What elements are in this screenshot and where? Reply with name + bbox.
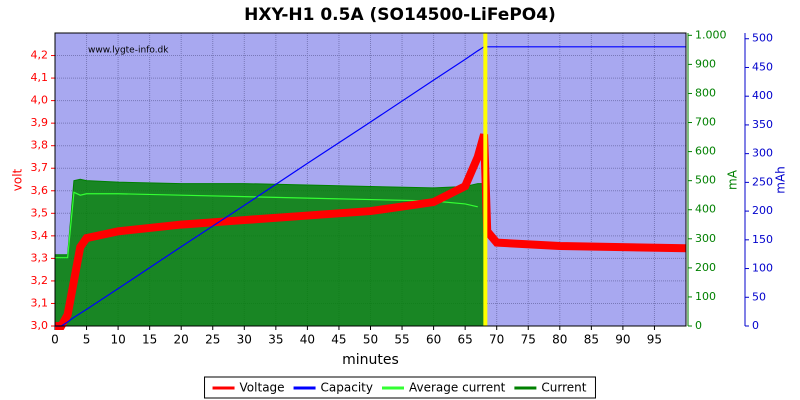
y-tick-label: 800 xyxy=(695,86,716,99)
y-tick-label: 4,0 xyxy=(31,94,49,107)
x-tick-label: 5 xyxy=(83,333,91,347)
y-tick-label: 150 xyxy=(752,233,773,246)
x-tick-label: 20 xyxy=(174,333,189,347)
y-tick-label: 3,4 xyxy=(31,229,49,242)
x-tick-label: 30 xyxy=(237,333,252,347)
y-tick-label: 300 xyxy=(695,232,716,245)
y-tick-label: 4,1 xyxy=(31,71,49,84)
y-tick-label: 600 xyxy=(695,145,716,158)
y-tick-label: 3,1 xyxy=(31,296,49,309)
plot-border xyxy=(54,32,687,327)
legend-label: Average current xyxy=(409,381,506,395)
y-tick-label: 1.000 xyxy=(695,28,727,41)
y-tick-label: 3,2 xyxy=(31,274,49,287)
y-tick-label: 0 xyxy=(695,319,702,332)
legend-label: Capacity xyxy=(321,381,373,395)
y-tick-label: 3,5 xyxy=(31,206,49,219)
y3-axis-label: mAh xyxy=(774,166,788,194)
x-tick-label: 55 xyxy=(394,333,409,347)
y-tick-label: 500 xyxy=(752,32,773,45)
y-tick-label: 200 xyxy=(695,261,716,274)
y-tick-label: 50 xyxy=(752,290,766,303)
annotation: www.lygte-info.dk xyxy=(88,46,169,56)
x-tick-label: 90 xyxy=(615,333,630,347)
y-tick-label: 400 xyxy=(695,203,716,216)
y2-axis-label: mA xyxy=(726,169,740,190)
y-tick-label: 350 xyxy=(752,118,773,131)
legend: Voltage Capacity Average current Current xyxy=(204,376,596,399)
y-tick-label: 3,6 xyxy=(31,184,49,197)
y-tick-label: 3,0 xyxy=(31,319,49,332)
current-area xyxy=(54,178,485,327)
x-tick-label: 40 xyxy=(300,333,315,347)
x-tick-label: 95 xyxy=(647,333,662,347)
legend-label: Current xyxy=(541,381,586,395)
y-tick-label: 4,2 xyxy=(31,49,49,62)
x-tick-label: 50 xyxy=(363,333,378,347)
x-tick-label: 65 xyxy=(458,333,473,347)
y-tick-label: 0 xyxy=(752,319,759,332)
x-tick-label: 85 xyxy=(584,333,599,347)
y-tick-label: 300 xyxy=(752,147,773,160)
y-tick-label: 200 xyxy=(752,204,773,217)
x-tick-label: 35 xyxy=(268,333,283,347)
x-tick-label: 70 xyxy=(489,333,504,347)
chart-title: HXY-H1 0.5A (SO14500-LiFePO4) xyxy=(244,5,556,25)
x-tick-label: 15 xyxy=(142,333,157,347)
y-axis-label: volt xyxy=(11,168,25,191)
y-tick-label: 900 xyxy=(695,57,716,70)
x-tick-label: 45 xyxy=(331,333,346,347)
y-tick-label: 500 xyxy=(695,174,716,187)
y-tick-label: 400 xyxy=(752,89,773,102)
x-axis-label: minutes xyxy=(342,352,399,368)
x-tick-label: 10 xyxy=(110,333,125,347)
x-tick-label: 0 xyxy=(51,333,59,347)
y-tick-label: 3,8 xyxy=(31,139,49,152)
y-tick-label: 100 xyxy=(695,290,716,303)
x-tick-label: 60 xyxy=(426,333,441,347)
x-tick-label: 80 xyxy=(552,333,567,347)
y-tick-label: 3,7 xyxy=(31,161,49,174)
y-tick-label: 3,3 xyxy=(31,251,49,264)
y-tick-label: 450 xyxy=(752,60,773,73)
legend-label: Voltage xyxy=(240,381,285,395)
x-tick-label: 25 xyxy=(205,333,220,347)
y-tick-label: 3,9 xyxy=(31,116,49,129)
x-tick-label: 75 xyxy=(521,333,536,347)
y-tick-label: 100 xyxy=(752,262,773,275)
y-tick-label: 700 xyxy=(695,116,716,129)
y-tick-label: 250 xyxy=(752,175,773,188)
